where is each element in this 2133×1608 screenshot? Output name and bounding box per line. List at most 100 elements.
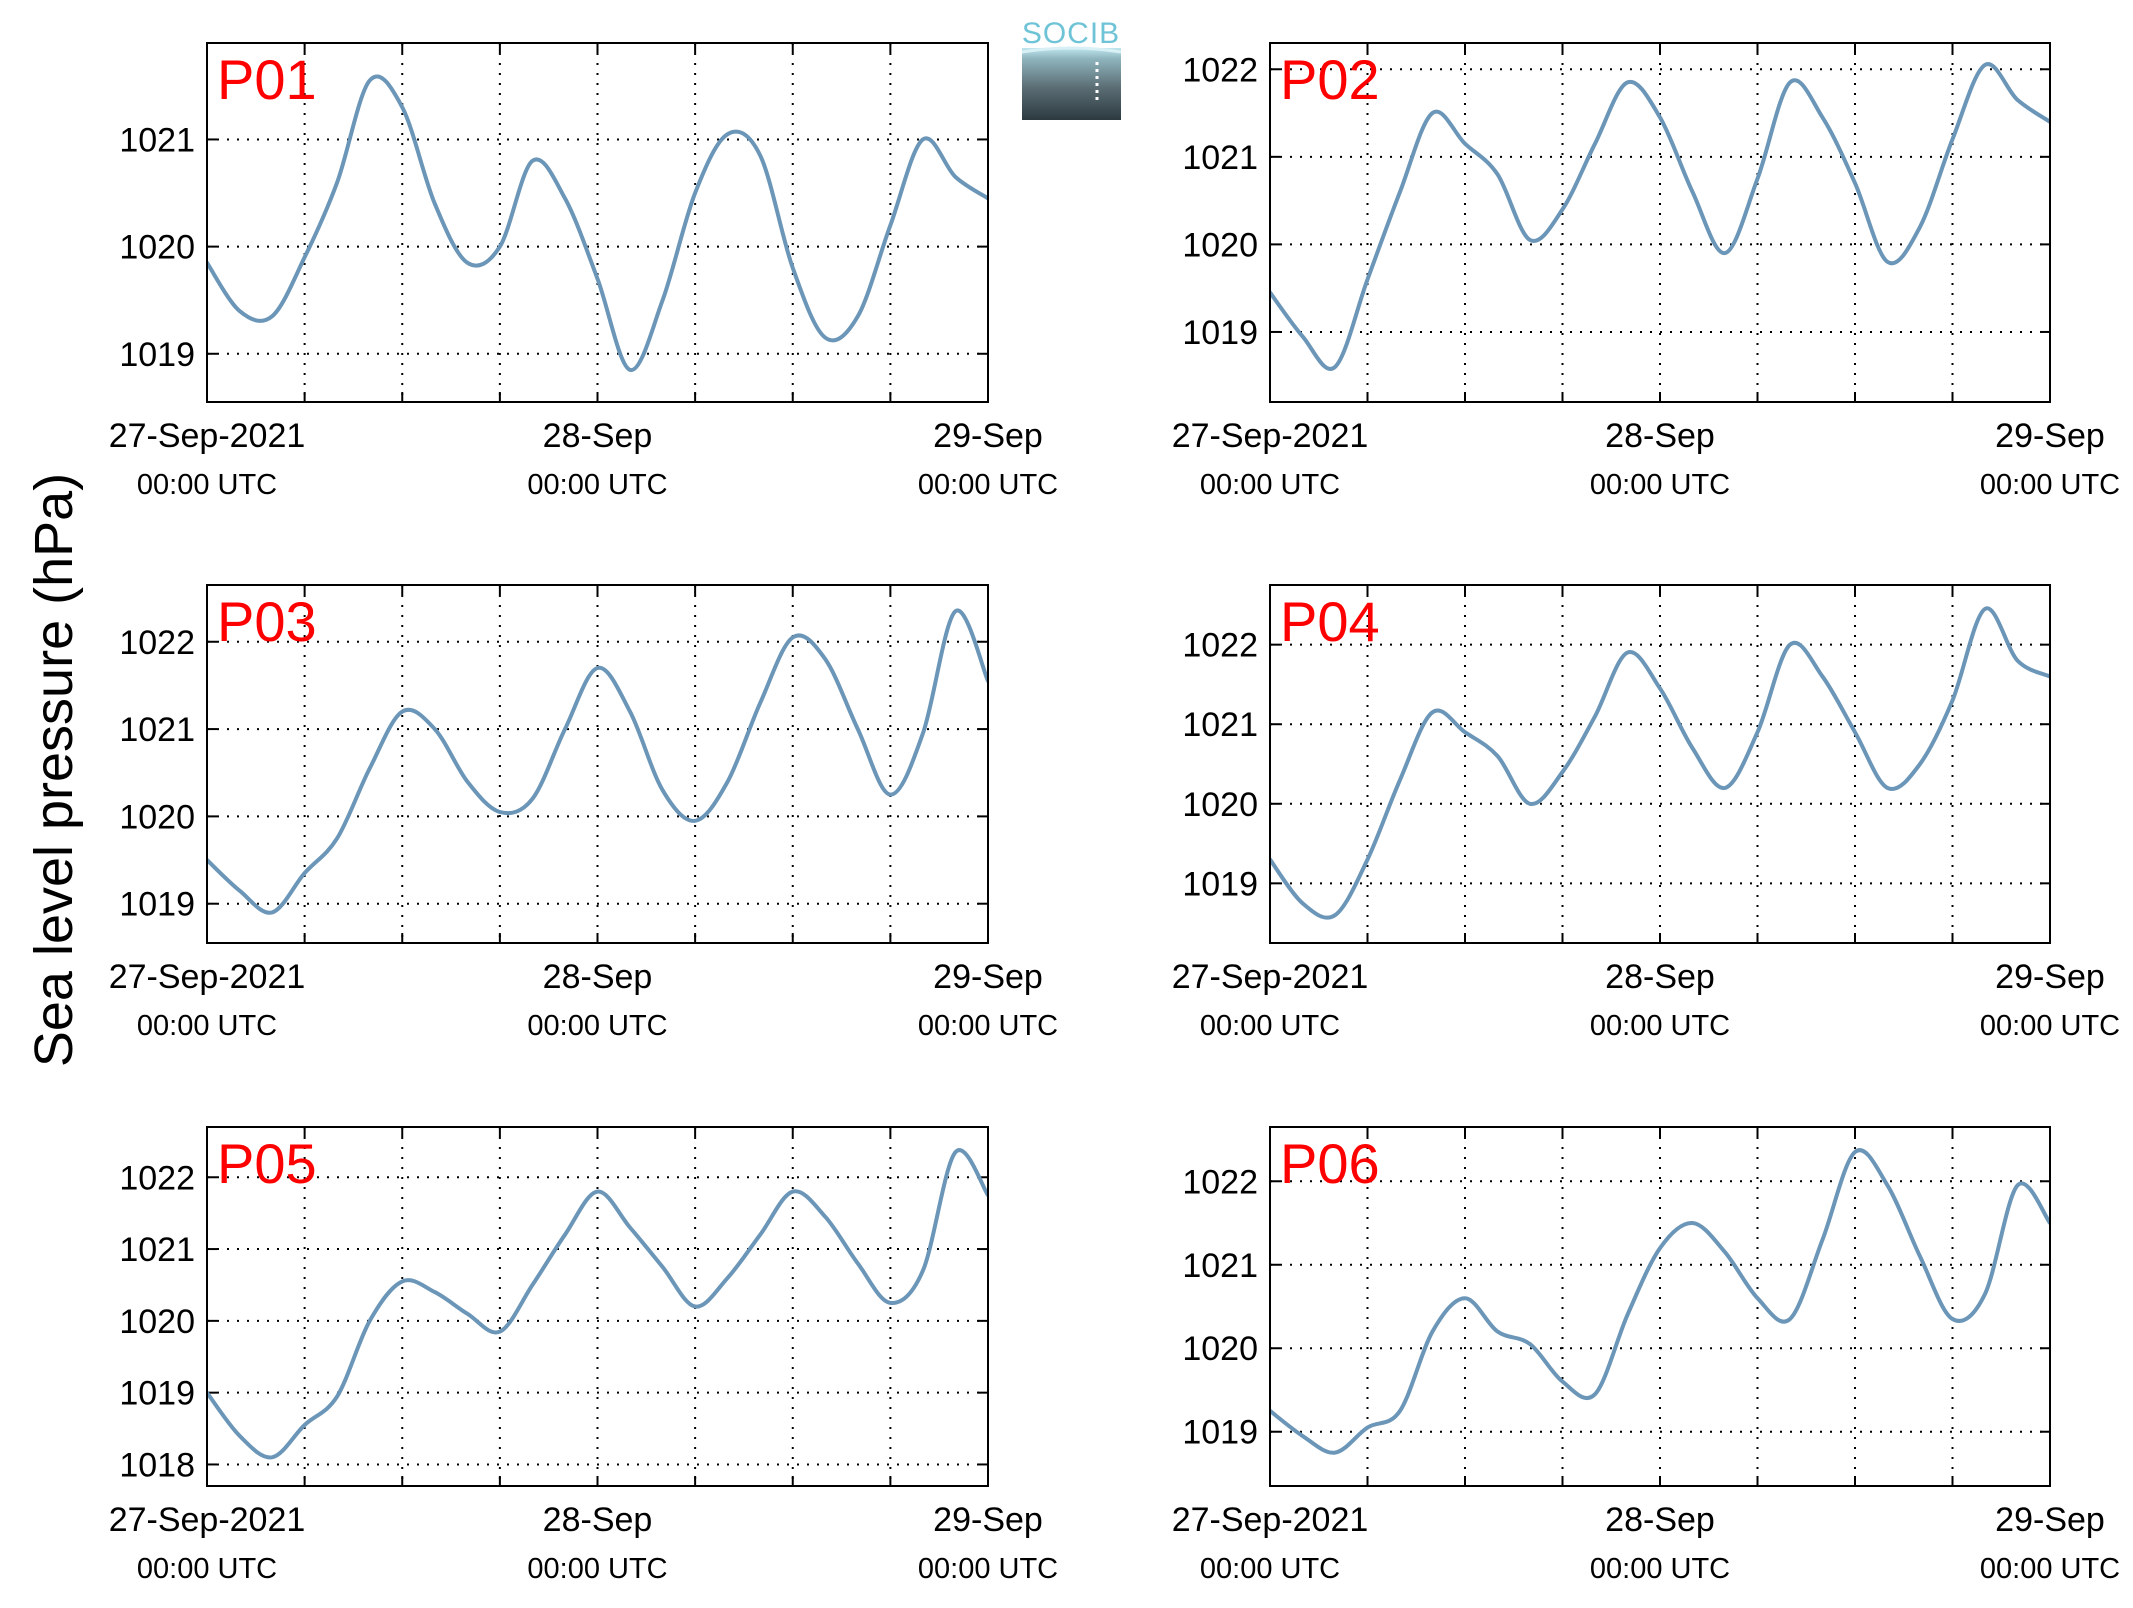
x-axis: 27-Sep-2021 00:00 UTC 28-Sep 00:00 UTC 29-Se… [109, 417, 1058, 501]
x-tick-sublabel: 00:00 UTC [527, 469, 667, 501]
x-tick-label: 27-Sep-2021 [1172, 1501, 1369, 1539]
y-tick-label: 1020 [119, 1303, 195, 1341]
x-tick-label: 27-Sep-2021 [1172, 958, 1369, 996]
panel-label: P05 [217, 1132, 317, 1195]
logo-text: SOCIB [1022, 17, 1120, 50]
x-tick-sublabel: 00:00 UTC [1200, 469, 1340, 501]
y-axis: 1019 1020 1021 1022 [1182, 1163, 2050, 1452]
y-tick-label: 1020 [1182, 1330, 1258, 1368]
plot-area [1270, 1127, 2050, 1486]
panel-label: P04 [1280, 590, 1380, 653]
x-tick-label: 27-Sep-2021 [109, 417, 306, 455]
series-line [207, 74, 988, 372]
series-line [207, 1148, 988, 1460]
x-tick-sublabel: 00:00 UTC [137, 469, 277, 501]
x-tick-label: 29-Sep [1995, 958, 2105, 996]
y-tick-label: 1019 [1182, 1414, 1258, 1452]
x-tick-label: 28-Sep [543, 958, 653, 996]
y-tick-label: 1021 [119, 1231, 195, 1269]
socib-logo: SOCIB [1021, 17, 1122, 120]
y-tick-label: 1022 [119, 1159, 195, 1197]
y-axis: 1018 1019 1020 1021 1022 [119, 1159, 988, 1484]
x-tick-sublabel: 00:00 UTC [1200, 1553, 1340, 1585]
x-tick-label: 29-Sep [933, 958, 1043, 996]
x-tick-sublabel: 00:00 UTC [1980, 1010, 2120, 1042]
x-tick-sublabel: 00:00 UTC [137, 1553, 277, 1585]
plot-area [207, 585, 988, 943]
plot-area [207, 1127, 988, 1486]
x-tick-label: 29-Sep [933, 417, 1043, 455]
x-tick-sublabel: 00:00 UTC [527, 1553, 667, 1585]
panel-p06: 1019 1020 1021 1022 27-Sep-2021 00:00 UTC 28-S… [1172, 1126, 2120, 1585]
panel-p02: 1019 1020 1021 1022 27-Sep-2021 00:00 UTC 28-S… [1172, 42, 2120, 501]
y-tick-label: 1019 [1182, 865, 1258, 903]
panel-p01: 1019 1020 1021 27-Sep-2021 00:00 UTC 28-Sep 00… [109, 42, 1058, 501]
y-tick-label: 1019 [1182, 314, 1258, 352]
x-tick-label: 28-Sep [1605, 958, 1715, 996]
panel-label: P03 [217, 590, 317, 653]
x-grid [1366, 43, 1954, 402]
x-tick-label: 28-Sep [1605, 1501, 1715, 1539]
x-tick-sublabel: 00:00 UTC [137, 1010, 277, 1042]
series-line [1270, 1148, 2050, 1455]
x-tick-label: 28-Sep [1605, 417, 1715, 455]
x-tick-label: 27-Sep-2021 [109, 1501, 306, 1539]
series-line [207, 608, 988, 915]
plot-frame [206, 42, 989, 403]
x-tick-label: 29-Sep [1995, 1501, 2105, 1539]
y-tick-label: 1022 [1182, 1163, 1258, 1201]
y-tick-label: 1020 [119, 798, 195, 836]
y-tick-label: 1021 [119, 121, 195, 159]
x-tick-sublabel: 00:00 UTC [1980, 469, 2120, 501]
y-tick-label: 1018 [119, 1446, 195, 1484]
y-tick-label: 1021 [1182, 139, 1258, 177]
y-tick-label: 1019 [119, 336, 195, 374]
panel-p05: 1018 1019 1020 1021 1022 27-Sep-2021 00:00 UTC… [109, 1126, 1058, 1585]
y-tick-label: 1021 [1182, 1247, 1258, 1285]
x-tick-sublabel: 00:00 UTC [1200, 1010, 1340, 1042]
panel-label: P06 [1280, 1132, 1380, 1195]
x-grid [303, 585, 892, 943]
x-tick-sublabel: 00:00 UTC [918, 1010, 1058, 1042]
y-axis: 1019 1020 1021 [119, 121, 988, 374]
y-tick-label: 1022 [119, 624, 195, 662]
plot-frame [206, 584, 989, 944]
plot-area [207, 43, 988, 402]
panel-label: P02 [1280, 48, 1380, 111]
x-grid [303, 43, 892, 402]
x-axis: 27-Sep-2021 00:00 UTC 28-Sep 00:00 UTC 29-Se… [1172, 1501, 2120, 1585]
plot-frame [206, 1126, 989, 1487]
panel-label: P01 [217, 48, 317, 111]
y-axis: 1019 1020 1021 1022 [1182, 51, 2050, 352]
series-line [1270, 606, 2050, 920]
y-tick-label: 1020 [1182, 786, 1258, 824]
y-tick-label: 1020 [1182, 226, 1258, 264]
x-tick-label: 29-Sep [933, 1501, 1043, 1539]
plot-area [1270, 585, 2050, 943]
panel-p04: 1019 1020 1021 1022 27-Sep-2021 00:00 UTC 28-S… [1172, 584, 2120, 1042]
logo-wave [1021, 46, 1122, 54]
x-axis: 27-Sep-2021 00:00 UTC 28-Sep 00:00 UTC 29-Se… [1172, 417, 2120, 501]
x-tick-sublabel: 00:00 UTC [1980, 1553, 2120, 1585]
plot-frame [1269, 42, 2051, 403]
y-tick-label: 1021 [119, 711, 195, 749]
x-axis: 27-Sep-2021 00:00 UTC 28-Sep 00:00 UTC 29-Se… [1172, 958, 2120, 1042]
x-tick-sublabel: 00:00 UTC [918, 1553, 1058, 1585]
x-tick-sublabel: 00:00 UTC [1590, 469, 1730, 501]
x-tick-label: 28-Sep [543, 417, 653, 455]
x-tick-label: 27-Sep-2021 [1172, 417, 1369, 455]
x-tick-sublabel: 00:00 UTC [918, 469, 1058, 501]
plot-frame [1269, 584, 2051, 944]
logo-block [1022, 48, 1121, 120]
y-tick-label: 1022 [1182, 51, 1258, 89]
panel-p03: 1019 1020 1021 1022 27-Sep-2021 00:00 UTC 28-S… [109, 584, 1058, 1042]
x-tick-sublabel: 00:00 UTC [1590, 1010, 1730, 1042]
y-axis: 1019 1020 1021 1022 [1182, 627, 2050, 903]
x-tick-label: 28-Sep [543, 1501, 653, 1539]
x-axis: 27-Sep-2021 00:00 UTC 28-Sep 00:00 UTC 29-Se… [109, 1501, 1058, 1585]
plot-frame [1269, 1126, 2051, 1487]
x-tick-label: 27-Sep-2021 [109, 958, 306, 996]
y-tick-label: 1020 [119, 229, 195, 267]
y-tick-label: 1021 [1182, 706, 1258, 744]
